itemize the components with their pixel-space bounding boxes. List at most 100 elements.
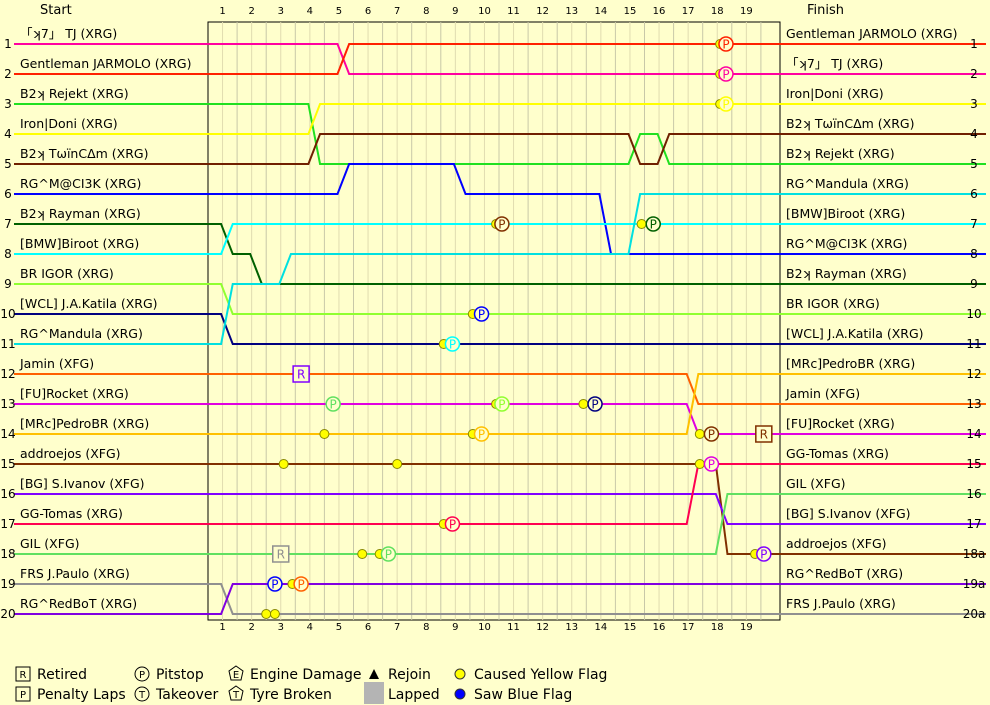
pitstop-marker-label: P (478, 308, 485, 322)
lap-label-bottom: 16 (653, 622, 666, 633)
position-number-left: 15 (0, 457, 15, 471)
pitstop-marker-label: P (385, 548, 392, 562)
lap-label-bottom: 18 (711, 622, 724, 633)
yellow-flag-marker (392, 459, 403, 469)
position-number-left: 12 (0, 367, 15, 381)
position-number-right: 19a (963, 577, 986, 591)
engine-damage-icon-shape (228, 665, 244, 681)
start-driver-label: RG^M@CI3K (XRG) (20, 176, 141, 191)
lap-label-bottom: 7 (394, 622, 400, 633)
lap-label-top: 16 (653, 6, 666, 17)
start-driver-label: B2ʞ TωïnCΔm (XRG) (20, 146, 148, 161)
takeover-icon-ring (134, 686, 150, 702)
position-number-right: 14 (966, 427, 981, 441)
finish-driver-label: [MRc]PedroBR (XRG) (786, 356, 915, 371)
pitstop-marker-ring (494, 396, 510, 412)
driver-line (14, 223, 986, 255)
grid (207, 21, 781, 621)
driver-line (14, 313, 986, 345)
finish-driver-label: [BMW]Biroot (XRG) (786, 206, 905, 221)
driver-line (14, 583, 986, 615)
event-markers: P P P P P P P P P P P P P P P P P P R R R (261, 36, 773, 619)
finish-driver-label: 「ʞ7」 TJ (XRG) (786, 56, 883, 71)
start-label: Start (40, 3, 72, 18)
start-driver-label: BR IGOR (XRG) (20, 266, 114, 281)
position-number-left: 18 (0, 547, 15, 561)
position-number-left: 19 (0, 577, 15, 591)
yellow-flag-marker (278, 459, 289, 469)
lap-label-bottom: 10 (478, 622, 491, 633)
finish-driver-label: Jamin (XFG) (785, 386, 860, 401)
start-driver-label: addroejos (XFG) (20, 446, 121, 461)
driver-line (14, 103, 986, 135)
pitstop-marker-ring (587, 396, 603, 412)
position-number-right: 11 (966, 337, 981, 351)
lap-label-top: 18 (711, 6, 724, 17)
legend-label: Caused Yellow Flag (474, 667, 607, 683)
position-number-left: 11 (0, 337, 15, 351)
pitstop-marker-label: P (271, 578, 278, 592)
engine-damage-icon: E (233, 670, 239, 681)
position-number-left: 17 (0, 517, 15, 531)
lap-label-bottom: 11 (507, 622, 520, 633)
finish-driver-label: [BG] S.Ivanov (XFG) (786, 506, 911, 521)
position-number-left: 5 (4, 157, 12, 171)
pitstop-marker-label: P (478, 428, 485, 442)
retired-marker-box (755, 425, 773, 443)
legend: R Retired P Pitstop E Engine Damage Rejoin Caus… (15, 665, 607, 704)
start-driver-label: [WCL] J.A.Katila (XRG) (20, 296, 158, 311)
start-driver-label: [MRc]PedroBR (XRG) (20, 416, 149, 431)
pitstop-marker-ring (494, 216, 510, 232)
lap-label-top: 5 (336, 6, 342, 17)
driver-line (14, 463, 986, 525)
finish-label: Finish (807, 3, 844, 18)
yellow-flag-marker (578, 399, 589, 409)
start-driver-label: Jamin (XFG) (19, 356, 94, 371)
pitstop-marker-label: P (722, 38, 729, 52)
position-number-left: 16 (0, 487, 15, 501)
pitstop-marker-ring (473, 306, 490, 322)
pitstop-marker-label: P (591, 398, 598, 412)
lap-label-top: 13 (565, 6, 578, 17)
retired-marker-label: R (277, 548, 285, 562)
retired-marker-box (292, 365, 310, 383)
lapped-icon (364, 682, 384, 704)
legend-label: Penalty Laps (37, 687, 126, 703)
lap-label-bottom: 19 (740, 622, 753, 633)
driver-line (14, 133, 986, 165)
position-number-right: 8 (970, 247, 978, 261)
finish-driver-label: RG^M@CI3K (XRG) (786, 236, 907, 251)
position-number-left: 3 (4, 97, 12, 111)
position-number-left: 2 (4, 67, 12, 81)
takeover-icon: T (138, 690, 146, 701)
lap-label-bottom: 5 (336, 622, 342, 633)
position-number-right: 18a (963, 547, 986, 561)
finish-driver-label: RG^Mandula (XRG) (786, 176, 909, 191)
pitstop-marker-ring (703, 426, 720, 442)
finish-order-labels: Gentleman JARMOLO (XRG) 「ʞ7」 TJ (XRG) Iron… (785, 26, 957, 611)
lap-label-bottom: 17 (682, 622, 695, 633)
yellow-flag-marker (636, 219, 647, 229)
legend-label: Saw Blue Flag (474, 687, 572, 703)
pitstop-marker-label: P (708, 458, 715, 472)
pitstop-marker-ring (756, 546, 772, 562)
position-number-left: 4 (4, 127, 12, 141)
driver-line (14, 43, 986, 75)
position-number-left: 20 (0, 607, 15, 621)
position-number-right: 12 (966, 367, 981, 381)
position-number-left: 6 (4, 187, 12, 201)
lap-label-bottom: 9 (452, 622, 458, 633)
position-number-right: 13 (966, 397, 981, 411)
lap-label-top: 17 (682, 6, 695, 17)
lap-label-top: 1 (219, 6, 225, 17)
finish-driver-label: B2ʞ Rayman (XRG) (786, 266, 907, 281)
start-driver-label: 「ʞ7」 TJ (XRG) (20, 26, 117, 41)
position-number-right: 16 (966, 487, 981, 501)
driver-line (14, 403, 986, 435)
pitstop-marker-ring (293, 576, 309, 592)
lap-label-bottom: 15 (624, 622, 637, 633)
position-number-left: 14 (0, 427, 15, 441)
pitstop-marker-label: P (650, 218, 657, 232)
pitstop-marker-ring (444, 336, 461, 352)
